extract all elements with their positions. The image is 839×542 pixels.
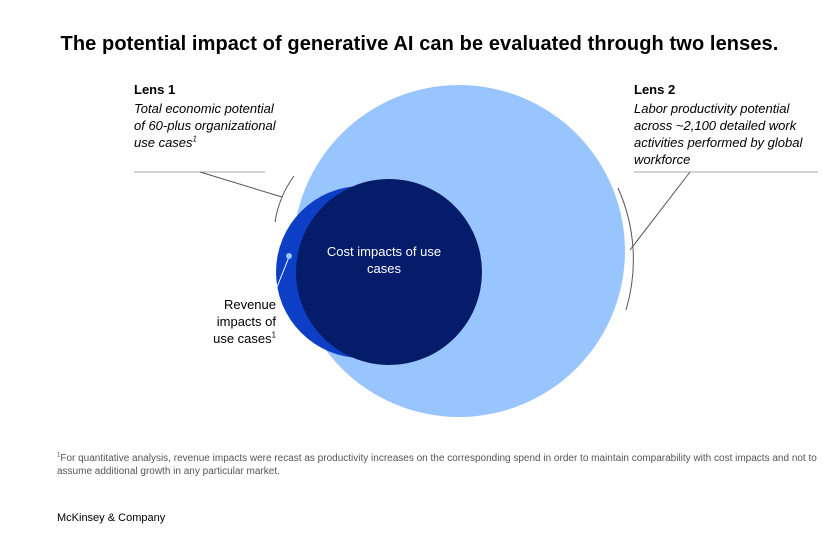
footnote: 1For quantitative analysis, revenue impa… <box>57 452 817 478</box>
lens1-bracket <box>274 175 295 223</box>
revenue-leader-line <box>270 256 290 303</box>
lens1-annotation: Lens 1 Total economic potential of 60-pl… <box>134 81 284 151</box>
revenue-footnote-marker: 1 <box>271 330 276 340</box>
lens1-leader-line <box>199 171 283 198</box>
revenue-pointer-dot <box>286 253 292 259</box>
lens2-annotation: Lens 2 Labor productivity potential acro… <box>634 81 824 168</box>
cost-impacts-label: Cost impacts of use cases <box>326 244 442 276</box>
lens1-footnote-marker: 1 <box>192 134 197 144</box>
footnote-marker: 1 <box>57 452 61 459</box>
revenue-impacts-label: Revenue impacts of use cases1 <box>196 296 276 347</box>
brand-logo-text: McKinsey & Company <box>57 512 166 524</box>
lens2-bracket <box>617 187 634 311</box>
revenue-impacts-text: Revenue impacts of use cases <box>213 297 276 346</box>
lens2-leader-line <box>629 171 691 251</box>
footnote-text: For quantitative analysis, revenue impac… <box>57 453 817 477</box>
lens2-description: Labor productivity potential across ~2,1… <box>634 101 803 167</box>
lens1-title: Lens 1 <box>134 82 176 97</box>
lens2-title: Lens 2 <box>634 82 676 97</box>
lens1-description: Total economic potential of 60-plus orga… <box>134 100 284 151</box>
cost-impacts-circle <box>296 179 482 365</box>
page-title: The potential impact of generative AI ca… <box>60 33 779 55</box>
lens1-description-text: Total economic potential of 60-plus orga… <box>134 101 276 150</box>
